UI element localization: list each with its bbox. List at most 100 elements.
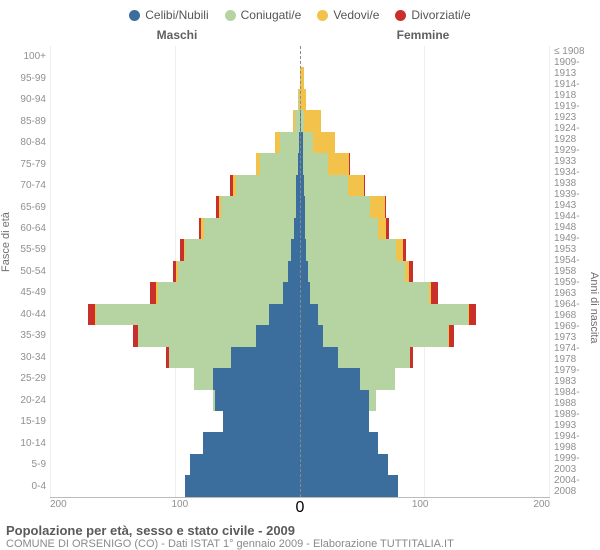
age-tick: 55-59 [6,239,46,260]
seg-co [204,218,294,239]
bar-row [50,89,550,110]
bar-male [50,304,300,325]
seg-d [403,239,407,260]
birth-tick: 1934-1938 [554,167,594,189]
x-axis-right: 100200 [307,499,550,517]
birth-tick: 1949-1953 [554,233,594,255]
age-tick: 90-94 [6,89,46,110]
chart-subtitle: COMUNE DI ORSENIGO (CO) - Dati ISTAT 1° … [6,538,594,550]
x-axis-left: 100200 [50,499,293,517]
seg-c [300,475,398,496]
seg-c [300,347,338,368]
seg-d [409,261,413,282]
bar-row [50,432,550,453]
bar-row [50,132,550,153]
age-tick: 45-49 [6,282,46,303]
seg-c [291,239,300,260]
birth-tick: 1919-1923 [554,101,594,123]
seg-co [280,132,299,153]
age-tick: 100+ [6,46,46,67]
legend-label: Vedovi/e [333,8,379,22]
seg-v [300,89,306,110]
seg-co [310,282,429,303]
bar-row [50,239,550,260]
seg-v [328,153,349,174]
bar-female [300,282,550,303]
seg-d [364,175,365,196]
seg-co [305,196,370,217]
seg-c [300,282,310,303]
legend-item: Divorziati/e [395,8,470,22]
seg-co [138,325,257,346]
legend-item: Vedovi/e [317,8,379,22]
bar-male [50,411,300,432]
seg-d [385,196,386,217]
seg-c [231,347,300,368]
seg-co [260,153,298,174]
seg-co [178,261,288,282]
birth-tick: 1974-1978 [554,343,594,365]
x-tick: 200 [429,499,551,517]
seg-v [378,218,387,239]
bar-female [300,390,550,411]
birth-tick: 1944-1948 [554,211,594,233]
legend-swatch [395,10,406,21]
bar-female [300,132,550,153]
bar-male [50,132,300,153]
bar-row [50,110,550,131]
seg-co [303,132,313,153]
age-tick: 25-29 [6,368,46,389]
seg-c [300,454,388,475]
seg-co [360,368,395,389]
age-tick: 30-34 [6,347,46,368]
bar-female [300,67,550,88]
legend-label: Coniugati/e [241,8,302,22]
header-male: Maschi [54,28,300,42]
seg-c [213,368,301,389]
bar-female [300,196,550,217]
legend-swatch [317,10,328,21]
bar-male [50,454,300,475]
seg-co [303,153,328,174]
bar-female [300,325,550,346]
bar-female [300,347,550,368]
seg-co [369,390,377,411]
seg-v [313,132,336,153]
seg-d [431,282,437,303]
age-tick: 65-69 [6,196,46,217]
bar-row [50,454,550,475]
seg-c [283,282,301,303]
birth-tick: 1979-1983 [554,365,594,387]
legend-swatch [129,10,140,21]
age-tick: 10-14 [6,432,46,453]
bar-row [50,196,550,217]
age-tick: 70-74 [6,175,46,196]
bar-male [50,46,300,67]
seg-d [449,325,454,346]
age-tick: 40-44 [6,304,46,325]
bar-male [50,218,300,239]
bar-male [50,261,300,282]
header-female: Femmine [300,28,546,42]
bar-row [50,368,550,389]
bar-row [50,347,550,368]
seg-c [300,432,378,453]
bar-row [50,304,550,325]
legend-label: Divorziati/e [411,8,470,22]
bar-male [50,325,300,346]
age-tick: 15-19 [6,411,46,432]
bar-male [50,89,300,110]
age-tick: 85-89 [6,110,46,131]
birth-tick: 1999-2003 [554,453,594,475]
bar-female [300,368,550,389]
x-tick: 100 [172,499,294,517]
seg-co [96,304,269,325]
x-tick-zero: 0 [293,499,307,517]
bar-row [50,46,550,67]
bar-female [300,175,550,196]
bar-male [50,110,300,131]
bar-male [50,153,300,174]
seg-c [223,411,301,432]
seg-c [269,304,300,325]
bar-female [300,304,550,325]
